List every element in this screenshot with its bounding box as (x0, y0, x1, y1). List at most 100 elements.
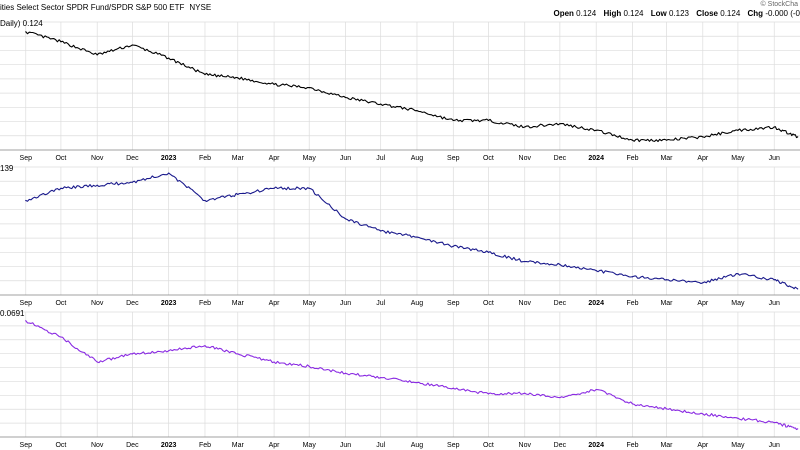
data-point (737, 417, 739, 419)
x-tick-label: Dec (126, 300, 139, 307)
data-point (737, 129, 739, 131)
chart-panel-3-svg: Sep Oct Nov Dec 2023 Feb Mar Apr May Jun Jul Aug Sep… (0, 311, 800, 449)
chart-header: ities Select Sector SPDR Fund/SPDR S&P 5… (0, 0, 800, 18)
data-point (168, 172, 170, 174)
x-tick-label: Aug (411, 300, 424, 307)
x-tick-label: 2023 (161, 442, 177, 449)
x-tick-label: Sep (20, 155, 33, 162)
series-line (25, 320, 798, 431)
x-tick-label: 2024 (588, 442, 604, 449)
data-point (487, 119, 490, 122)
data-point (524, 392, 526, 394)
x-tick-label: Feb (626, 442, 638, 449)
x-tick-label: Nov (519, 442, 532, 449)
data-point (204, 199, 206, 202)
x-tick-label: Jun (340, 442, 351, 449)
panel-3-value-label: 0.0691 (0, 309, 25, 318)
data-point (416, 236, 418, 238)
exchange-label: NYSE (189, 3, 212, 12)
data-point (797, 136, 799, 138)
close-label: Close (696, 9, 719, 18)
x-tick-label: Mar (232, 300, 245, 307)
x-tick-label: 2023 (161, 155, 177, 162)
low-value: 0.123 (668, 9, 689, 18)
x-tick-label: Apr (269, 155, 281, 162)
data-point (344, 96, 347, 99)
data-point (25, 31, 27, 33)
data-point (797, 428, 799, 430)
data-point (380, 103, 382, 105)
data-point (487, 251, 490, 253)
x-tick-label: Mar (232, 442, 245, 449)
x-tick-label: May (731, 155, 745, 162)
chart-panel-1: Sep Oct Nov Dec 2023 Feb Mar Apr May Jun Jul Aug Sep… (0, 18, 800, 163)
high-value: 0.124 (623, 9, 644, 18)
data-point (380, 230, 382, 232)
data-point (237, 353, 239, 355)
data-point (524, 126, 526, 128)
data-point (452, 245, 454, 247)
data-point (131, 353, 133, 355)
x-tick-label: Jun (340, 300, 351, 307)
x-tick-label: Dec (126, 155, 139, 162)
x-tick-label: Sep (20, 300, 33, 307)
data-point (25, 199, 27, 202)
data-point (96, 361, 98, 363)
x-tick-label: Jun (769, 300, 780, 307)
data-point (60, 41, 62, 43)
data-point (665, 279, 668, 281)
data-point (204, 345, 206, 347)
x-tick-label: Oct (483, 155, 494, 162)
data-point (308, 187, 310, 189)
x-tick-label: Dec (554, 442, 567, 449)
x-tick-label: Oct (55, 300, 66, 307)
x-tick-label: May (731, 300, 745, 307)
x-tick-label: May (303, 155, 317, 162)
x-tick-label: Sep (20, 442, 33, 449)
x-tick-label: 2023 (161, 300, 177, 307)
x-tick-label: Aug (411, 442, 424, 449)
brand-watermark: © StockCha (760, 1, 798, 8)
x-tick-label: Apr (269, 442, 281, 449)
data-point (702, 413, 704, 415)
high-label: High (603, 9, 622, 18)
chart-panel-2-svg: Sep Oct Nov Dec 2023 Feb Mar Apr May Jun Jul Aug Sep… (0, 166, 800, 307)
x-tick-label: Apr (269, 300, 281, 307)
x-tick-label: Nov (91, 442, 104, 449)
data-point (60, 187, 62, 189)
data-point (380, 377, 382, 379)
x-tick-label: Aug (411, 155, 424, 162)
x-tick-label: Apr (697, 300, 709, 307)
data-point (416, 382, 418, 384)
data-point (344, 372, 347, 374)
data-point (595, 388, 597, 391)
x-tick-label: May (303, 442, 317, 449)
data-point (25, 320, 27, 322)
data-point (273, 361, 275, 363)
x-tick-label: Oct (483, 300, 494, 307)
data-point (773, 422, 775, 424)
x-tick-label: Jul (376, 300, 385, 307)
series-line (25, 172, 799, 290)
data-point (559, 123, 561, 125)
data-point (273, 187, 275, 189)
low-label: Low (650, 9, 667, 18)
close-value: 0.124 (720, 9, 741, 18)
x-tick-label: 2024 (588, 155, 604, 162)
x-tick-label: Mar (660, 300, 673, 307)
data-point (273, 83, 275, 85)
open-label: Open (553, 9, 574, 18)
x-tick-label: May (731, 442, 745, 449)
chart-title: ities Select Sector SPDR Fund/SPDR S&P 5… (0, 3, 211, 12)
x-tick-label: Feb (199, 155, 211, 162)
data-point (559, 397, 561, 399)
data-point (487, 393, 490, 395)
x-tick-label: Jul (376, 442, 385, 449)
data-point (308, 365, 310, 367)
x-tick-label: Mar (660, 155, 673, 162)
data-point (631, 139, 634, 141)
series-line (25, 31, 798, 143)
x-tick-label: Apr (697, 155, 709, 162)
data-point (524, 260, 526, 263)
data-point (773, 126, 775, 128)
